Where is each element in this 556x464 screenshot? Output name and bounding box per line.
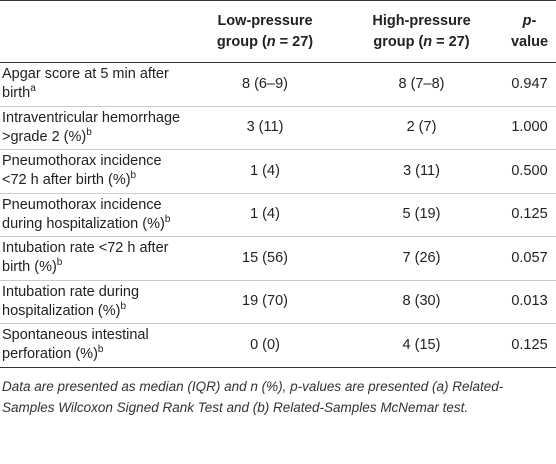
value-cell: 0.947 (511, 75, 548, 92)
value-cell: 0 (0) (250, 336, 280, 353)
row-label-cell: Apgar score at 5 min after birtha (0, 63, 190, 107)
value-cell: 8 (30) (402, 293, 441, 310)
row-label: Apgar score at 5 min after birth (2, 66, 169, 102)
value-cell: 2 (7) (406, 119, 437, 136)
table-row: Pneumothorax incidence during hospitaliz… (0, 193, 556, 237)
header-text: Low-pressure (217, 12, 313, 29)
value-cell: 0.500 (511, 162, 548, 179)
footnote-marker: b (130, 170, 137, 182)
value-cell: 5 (19) (402, 206, 441, 223)
footnote-marker: b (120, 300, 127, 312)
footnote-marker: a (30, 83, 36, 95)
header-cell (0, 1, 190, 63)
value-cell: 15 (56) (242, 249, 288, 266)
footnote-marker: b (56, 257, 63, 269)
row-label-cell: Pneumothorax incidence during hospitaliz… (0, 193, 190, 237)
row-label: Spontaneous intestinal perforation (%) (2, 327, 149, 363)
header-text: n (423, 33, 433, 50)
value-cell: 19 (70) (242, 293, 288, 310)
footnote: Data are presented as median (IQR) and n… (2, 378, 504, 415)
table-row: Apgar score at 5 min after birtha 8 (6–9)… (0, 63, 556, 107)
table-row: Intraventricular hemorrhage >grade 2 (%)… (0, 106, 556, 150)
header-text: group ( (216, 33, 267, 50)
header-cell: High-pressure group (n = 27) (340, 1, 503, 63)
header-text: High-pressure (372, 12, 471, 29)
header-text: = 27) (275, 33, 314, 50)
value-cell: 3 (11) (403, 162, 440, 179)
value-cell: 0.057 (511, 249, 548, 266)
row-label: Intraventricular hemorrhage >grade 2 (%) (2, 109, 181, 145)
table-row: Spontaneous intestinal perforation (%)b 0… (0, 323, 556, 368)
value-cell: 7 (26) (402, 249, 441, 266)
row-label-cell: Intubation rate <72 h after birth (%)b (0, 237, 190, 281)
row-label: Pneumothorax incidence <72 h after birth… (2, 153, 162, 189)
row-label: Pneumothorax incidence during hospitaliz… (2, 196, 165, 232)
row-label: Intubation rate during hospitalization (… (2, 283, 140, 319)
footnote-marker: b (97, 344, 104, 356)
table-header: Low-pressure group (n = 27) High-pressure… (0, 0, 556, 63)
table-body: Apgar score at 5 min after birtha 8 (6–9)… (0, 63, 556, 368)
value-cell: 0.125 (511, 336, 548, 353)
row-label: Intubation rate <72 h after birth (%) (2, 240, 169, 276)
footnote-marker: b (86, 126, 92, 138)
value-cell: 3 (11) (246, 119, 284, 136)
header-text: = 27) (432, 33, 470, 50)
header-row: Low-pressure group (n = 27) High-pressure… (0, 0, 556, 63)
value-cell: 1 (4) (250, 206, 280, 223)
footnote-marker: b (164, 213, 171, 225)
header-text: p (522, 12, 532, 29)
header-cell: Low-pressure group (n = 27) (190, 1, 340, 63)
value-cell: 8 (7–8) (398, 75, 445, 92)
value-cell: 4 (15) (402, 336, 441, 353)
value-cell: 1 (4) (250, 162, 280, 179)
results-table: Low-pressure group (n = 27) High-pressure… (0, 0, 556, 368)
table-row: Intubation rate during hospitalization (… (0, 280, 556, 324)
row-label-cell: Intubation rate during hospitalization (… (0, 280, 190, 324)
value-cell: 8 (6–9) (242, 75, 288, 92)
row-label-cell: Intraventricular hemorrhage >grade 2 (%)… (0, 106, 190, 150)
value-cell: 1.000 (511, 119, 548, 136)
header-cell: p-value (503, 1, 556, 63)
table-row: Intubation rate <72 h after birth (%)b 15… (0, 236, 556, 281)
row-label-cell: Spontaneous intestinal perforation (%)b (0, 324, 190, 368)
table-row: Pneumothorax incidence <72 h after birth… (0, 149, 556, 194)
value-cell: 0.125 (511, 206, 548, 223)
header-text: n (266, 33, 276, 50)
header-text: -value (510, 12, 549, 50)
row-label-cell: Pneumothorax incidence <72 h after birth… (0, 150, 190, 194)
value-cell: 0.013 (511, 293, 548, 310)
header-text: group ( (373, 33, 424, 50)
